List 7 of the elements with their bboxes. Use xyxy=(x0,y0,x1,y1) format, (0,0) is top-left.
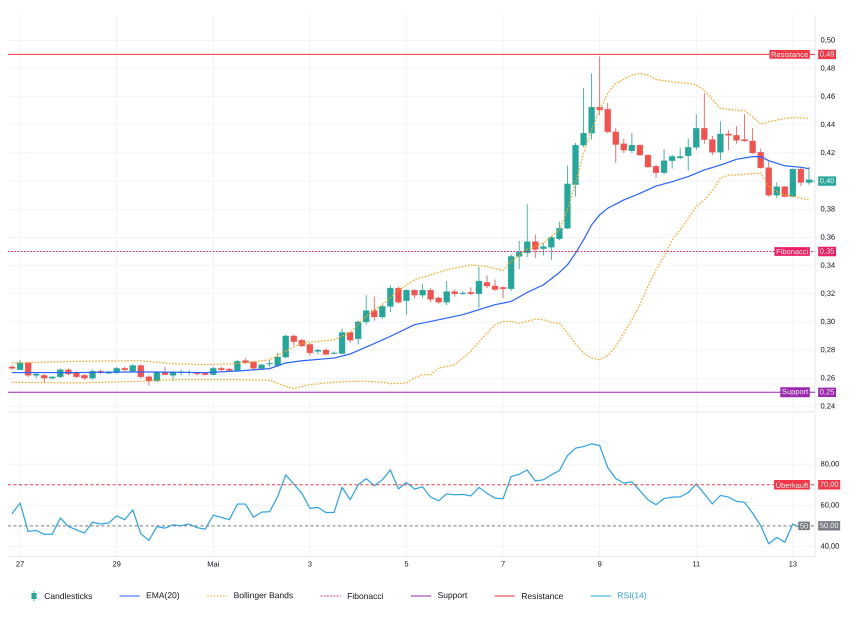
text: RSI(14) xyxy=(618,592,646,600)
legend-label: EMA(20) xyxy=(146,592,180,600)
legend-label: Bollinger Bands xyxy=(234,592,293,600)
legend-label: Candlesticks xyxy=(44,592,92,600)
text: Resistance xyxy=(522,592,563,600)
text: Support xyxy=(438,592,468,600)
text: Fibonacci xyxy=(348,592,383,600)
